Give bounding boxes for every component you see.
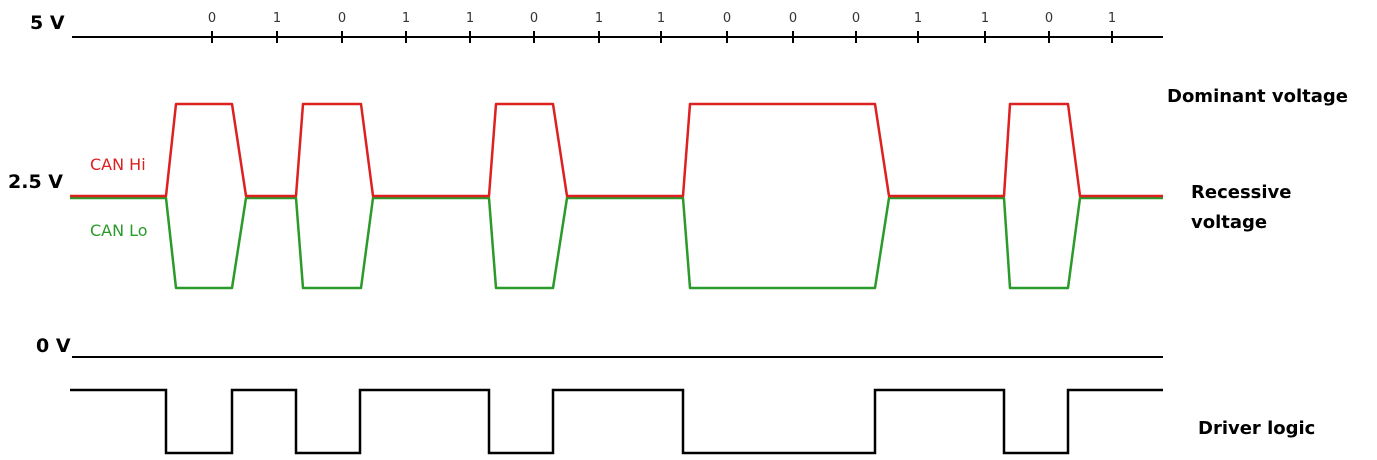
can-hi-waveform: [70, 102, 1163, 198]
can-lo-waveform: [70, 196, 1163, 290]
bit-ticks: [211, 31, 1113, 43]
bit-label: 0: [530, 11, 538, 26]
axis-label-5v: 5 V: [30, 12, 65, 34]
can-hi-label: CAN Hi: [90, 155, 146, 174]
bit-label: 1: [595, 11, 603, 26]
can-lo-label: CAN Lo: [90, 221, 148, 240]
dominant-voltage-label: Dominant voltage: [1167, 86, 1348, 107]
axis-label-2-5v: 2.5 V: [8, 171, 63, 193]
bit-label: 1: [1108, 11, 1116, 26]
driver-logic-waveform: [70, 388, 1163, 455]
bit-label: 0: [1045, 11, 1053, 26]
bit-label: 1: [981, 11, 989, 26]
bit-label: 0: [208, 11, 216, 26]
axis-label-0v: 0 V: [36, 335, 71, 357]
bit-label: 1: [657, 11, 665, 26]
recessive-voltage-label-line2: voltage: [1191, 212, 1267, 233]
bit-label: 1: [914, 11, 922, 26]
bit-label: 1: [402, 11, 410, 26]
bit-labels: 0 1 0 1 1 0 1 1 0 0 0 1 1 0 1: [208, 11, 1116, 26]
driver-logic-label: Driver logic: [1198, 418, 1315, 439]
bit-label: 0: [852, 11, 860, 26]
bit-label: 1: [273, 11, 281, 26]
bit-label: 0: [789, 11, 797, 26]
bit-label: 0: [723, 11, 731, 26]
bit-label: 0: [338, 11, 346, 26]
recessive-voltage-label-line1: Recessive: [1191, 182, 1292, 203]
bit-label: 1: [466, 11, 474, 26]
